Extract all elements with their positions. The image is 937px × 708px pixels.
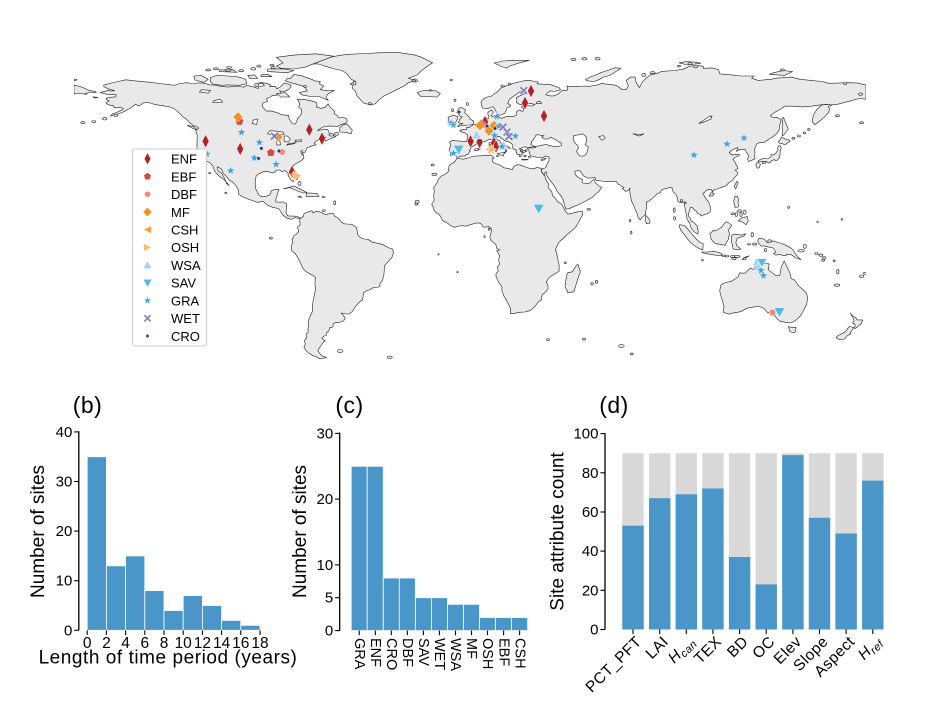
svg-text:CRO: CRO [383,638,399,670]
svg-text:(b): (b) [73,392,103,418]
svg-text:SAV: SAV [415,638,431,666]
svg-text:10: 10 [56,573,73,590]
svg-text:OSH: OSH [171,240,199,255]
svg-text:20: 20 [582,582,599,599]
svg-text:100: 100 [573,426,598,443]
svg-text:EBF: EBF [495,638,511,666]
svg-text:16: 16 [232,635,249,652]
svg-text:30: 30 [317,425,334,442]
svg-text:30: 30 [56,474,73,491]
svg-text:0: 0 [590,622,598,639]
svg-text:10: 10 [317,557,334,574]
svg-text:GRA: GRA [351,638,367,670]
svg-text:ENF: ENF [367,638,383,667]
svg-text:DBF: DBF [399,638,415,667]
svg-text:14: 14 [213,635,231,652]
svg-text:EBF: EBF [171,169,196,184]
svg-text:4: 4 [121,635,130,652]
svg-text:8: 8 [160,635,169,652]
svg-text:WET: WET [431,638,447,670]
svg-text:6: 6 [140,635,149,652]
svg-text:GRA: GRA [171,293,200,308]
svg-text:40: 40 [56,424,73,441]
svg-text:(d): (d) [599,392,629,418]
svg-text:Length of time period (years): Length of time period (years) [39,648,298,669]
svg-text:WET: WET [171,311,200,326]
svg-text:2: 2 [102,635,111,652]
svg-text:0: 0 [325,623,333,640]
svg-text:12: 12 [194,635,211,652]
svg-text:CRO: CRO [171,329,200,344]
svg-text:80: 80 [582,465,599,482]
svg-text:CSH: CSH [171,223,198,238]
svg-text:Number of sites: Number of sites [290,465,311,598]
svg-text:10: 10 [175,635,193,652]
svg-text:Number of sites: Number of sites [28,465,49,598]
svg-text:SAV: SAV [171,276,196,291]
svg-text:WSA: WSA [447,638,463,671]
svg-text:5: 5 [325,590,333,607]
svg-text:Site attribute count: Site attribute count [548,452,569,611]
svg-text:WSA: WSA [171,258,201,273]
svg-text:ENF: ENF [171,152,197,167]
svg-text:60: 60 [582,504,599,521]
svg-text:0: 0 [83,635,92,652]
svg-text:0: 0 [64,622,72,639]
svg-text:40: 40 [582,543,599,560]
svg-text:OSH: OSH [479,638,495,669]
svg-text:18: 18 [251,635,268,652]
svg-text:20: 20 [56,523,73,540]
svg-text:MF: MF [463,638,479,659]
svg-text:DBF: DBF [171,187,197,202]
svg-text:CSH: CSH [511,638,527,669]
svg-text:(c): (c) [335,392,363,418]
svg-text:20: 20 [317,491,334,508]
svg-text:MF: MF [171,205,190,220]
